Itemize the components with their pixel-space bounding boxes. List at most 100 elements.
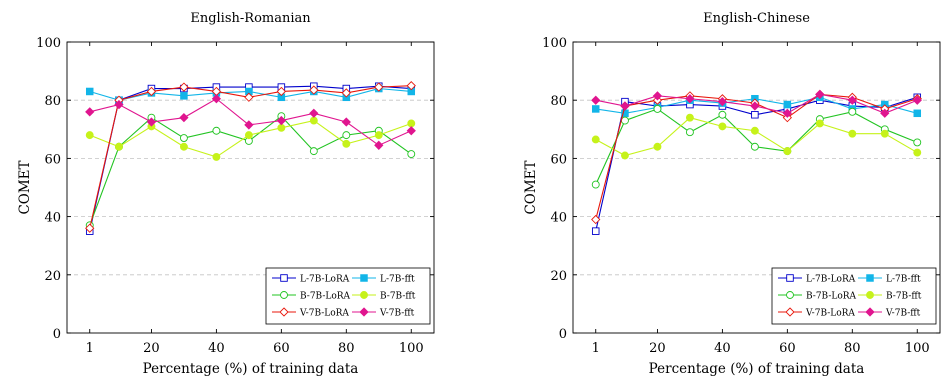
marker-diamond <box>912 95 922 105</box>
marker-diamond <box>374 140 384 150</box>
legend-item: B-7B-LoRA <box>272 291 351 302</box>
marker-diamond <box>211 94 222 104</box>
legend-item: L-7B-fft <box>352 274 415 285</box>
x-tick-label: 60 <box>273 341 290 356</box>
legend-label: B-7B-LoRA <box>806 292 857 302</box>
marker-circle <box>342 131 351 140</box>
legend-label: V-7B-fft <box>885 309 921 319</box>
marker-diamond <box>179 82 189 92</box>
marker-square <box>591 105 600 113</box>
legend-label: B-7B-fft <box>886 292 922 302</box>
marker-circle <box>786 291 794 299</box>
marker-square <box>85 87 94 96</box>
marker-circle <box>913 148 922 157</box>
marker-diamond <box>146 86 157 97</box>
plot-frame <box>66 41 435 334</box>
legend-label: B-7B-fft <box>380 292 416 302</box>
x-tick-label: 1 <box>592 341 600 356</box>
marker-circle <box>685 113 694 122</box>
marker-diamond <box>406 126 416 136</box>
marker-diamond <box>591 95 601 105</box>
marker-circle <box>750 126 759 135</box>
y-tick-label: 40 <box>550 211 567 226</box>
y-tick-label: 20 <box>44 269 61 284</box>
marker-square <box>751 110 759 119</box>
marker-diamond <box>815 89 825 100</box>
x-axis-label: Percentage (%) of training data <box>649 361 865 377</box>
marker-diamond <box>880 108 890 118</box>
marker-circle <box>212 126 221 135</box>
marker-circle <box>718 122 727 131</box>
marker-diamond <box>865 307 875 317</box>
marker-circle <box>621 151 629 160</box>
marker-circle <box>115 142 123 151</box>
marker-diamond <box>114 99 124 110</box>
marker-circle <box>591 135 600 144</box>
marker-diamond <box>785 307 795 317</box>
marker-circle <box>685 128 694 137</box>
legend-box <box>265 267 431 325</box>
marker-circle <box>880 129 889 138</box>
series-line <box>89 85 412 229</box>
x-tick-label: 40 <box>208 341 225 356</box>
legend-item: V-7B-LoRA <box>778 307 855 319</box>
x-axis-label: Percentage (%) of training data <box>143 361 359 377</box>
marker-circle <box>212 152 221 161</box>
marker-circle <box>750 142 759 151</box>
legend-item: V-7B-fft <box>858 307 921 319</box>
marker-square <box>783 100 792 109</box>
x-tick-label: 100 <box>905 341 930 356</box>
marker-diamond <box>717 97 728 107</box>
marker-circle <box>407 119 416 128</box>
marker-circle <box>309 147 318 156</box>
marker-circle <box>866 291 874 299</box>
marker-diamond <box>374 82 384 92</box>
marker-circle <box>360 291 368 299</box>
x-tick-label: 80 <box>844 341 861 356</box>
marker-square <box>786 274 794 282</box>
series-B-7B-fft <box>591 113 922 160</box>
legend-item: L-7B-fft <box>858 274 921 285</box>
legend-label: V-7B-LoRA <box>805 309 855 319</box>
marker-diamond <box>309 108 319 118</box>
y-axis-label: COMET <box>523 160 539 214</box>
marker-diamond <box>276 86 286 97</box>
marker-diamond <box>85 223 95 233</box>
y-tick-label: 80 <box>44 94 61 109</box>
marker-diamond <box>276 115 286 126</box>
marker-diamond <box>685 94 695 104</box>
y-tick-label: 80 <box>550 94 567 109</box>
marker-circle <box>374 131 383 140</box>
legend-item: B-7B-fft <box>858 291 922 302</box>
chart-title: English-Chinese <box>703 11 810 26</box>
marker-square <box>866 274 874 282</box>
legend-label: V-7B-LoRA <box>299 309 349 319</box>
legend-item: V-7B-LoRA <box>272 307 349 319</box>
y-tick-label: 60 <box>44 152 61 167</box>
marker-circle <box>783 147 792 156</box>
marker-diamond <box>341 117 351 127</box>
legend-item: L-7B-LoRA <box>778 274 856 285</box>
marker-diamond <box>279 307 289 317</box>
y-tick-label: 100 <box>542 36 567 51</box>
y-tick-label: 20 <box>550 269 567 284</box>
marker-diamond <box>85 107 95 117</box>
marker-circle <box>848 107 857 116</box>
marker-circle <box>277 123 286 132</box>
marker-square <box>180 92 188 100</box>
legend: L-7B-LoRA L-7B-fft B-7B-LoRA B-7B-fft V-7B-L… <box>771 267 937 325</box>
marker-circle <box>848 129 857 138</box>
x-tick-label: 80 <box>338 341 355 356</box>
legend-item: B-7B-fft <box>352 291 416 302</box>
series-V-7B-fft <box>591 89 922 118</box>
marker-diamond <box>406 81 416 91</box>
chart-title: English-Romanian <box>190 11 311 26</box>
marker-circle <box>591 180 600 189</box>
marker-square <box>280 274 288 282</box>
x-tick-label: 40 <box>714 341 731 356</box>
legend-label: L-7B-fft <box>886 275 921 285</box>
marker-circle <box>309 116 318 125</box>
series-V-7B-fft <box>85 94 416 150</box>
series-V-7B-LoRA <box>85 81 416 233</box>
marker-diamond <box>244 92 254 102</box>
